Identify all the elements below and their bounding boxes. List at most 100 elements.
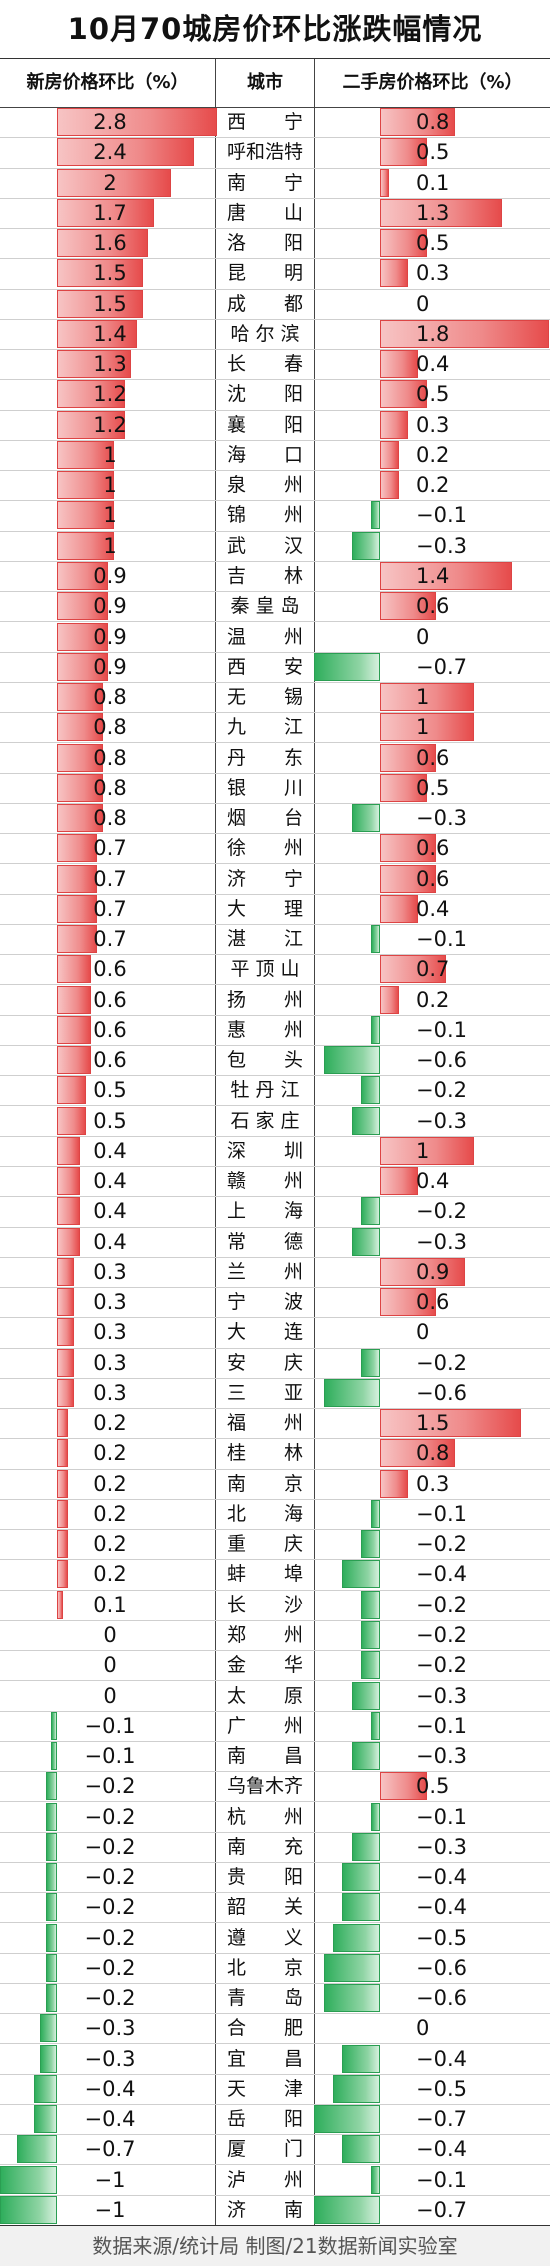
second-price-value: −0.3 [416,533,467,558]
new-price-value: 0.8 [93,806,127,831]
row-divider [0,772,550,774]
second-price-bar [380,1772,427,1801]
second-price-value: 0.2 [416,473,450,498]
new-price-bar [57,1318,75,1347]
second-price-value: −0.4 [416,2046,467,2071]
city-name: 北 海 [226,1502,303,1525]
city-name: 遵 义 [226,1926,303,1949]
new-price-value: 0.3 [93,1290,127,1315]
new-price-value: 1 [103,503,117,528]
city-name: 秦 皇 岛 [230,595,300,618]
city-name: 安 庆 [226,1351,303,1374]
second-price-bar [314,2105,380,2134]
second-price-bar [351,1681,380,1710]
second-price-bar [323,1046,380,1075]
second-price-value: −0.3 [416,1744,467,1768]
city-name: 泸 州 [226,2168,303,2191]
second-price-bar [370,501,380,530]
new-price-bar [51,1742,57,1770]
new-price-value: −0.2 [84,1774,136,1799]
row-divider [0,2134,550,2136]
new-price-value: −0.2 [84,1834,136,1859]
new-price-value: 0.6 [93,987,127,1012]
row-divider [0,439,550,441]
city-name: 泉 州 [226,474,303,497]
city-name: 上 海 [226,1200,303,1223]
header-divider [0,107,550,108]
second-price-value: −0.4 [416,1562,467,1587]
city-name: 牡 丹 江 [230,1079,300,1102]
second-price-bar [361,1590,380,1619]
new-price-value: 0.4 [93,1138,127,1163]
second-price-bar [380,773,427,802]
row-divider [0,1317,550,1319]
new-price-value: 1.5 [93,261,127,286]
second-price-bar [380,168,390,197]
city-name: 平 顶 山 [230,958,300,981]
row-divider [0,470,550,472]
new-price-bar [34,2105,57,2134]
city-name: 银 川 [226,776,303,799]
row-divider [0,349,550,351]
second-price-value: −0.6 [416,1986,467,2011]
city-name: 赣 州 [226,1170,303,1193]
row-divider [0,1105,550,1107]
city-name: 吉 林 [226,564,303,587]
second-price-bar [380,319,550,348]
row-divider [0,197,550,199]
row-divider [0,288,550,290]
new-price-value: 2.8 [93,110,127,135]
city-name: 桂 林 [226,1442,303,1465]
new-price-bar [45,1984,57,2013]
second-price-bar [323,1378,380,1407]
new-price-value: 0 [103,1622,117,1647]
new-price-value: 0.9 [93,654,127,679]
second-price-value: 0.5 [416,140,450,165]
second-price-bar [361,1197,380,1226]
new-price-bar [0,2195,57,2224]
second-price-bar [323,1984,380,2013]
row-divider [0,802,550,804]
row-divider [0,923,550,925]
second-price-value: 1.8 [416,321,450,346]
row-divider [0,2103,550,2105]
row-divider [0,1377,550,1379]
city-name: 常 德 [226,1230,303,1253]
city-name: 温 州 [226,625,303,648]
second-price-value: −0.2 [416,1592,467,1617]
row-divider [0,318,550,320]
row-divider [0,500,550,502]
city-name: 扬 州 [226,988,303,1011]
second-price-bar [380,561,512,590]
city-name: 大 连 [226,1321,303,1344]
city-name: 锦 州 [226,504,303,527]
city-name: 西 安 [226,655,303,678]
city-name: 合 肥 [226,2017,303,2040]
row-divider [0,167,550,169]
second-price-value: 0.3 [416,1471,450,1496]
new-price-bar [57,1439,69,1468]
city-name: 洛 阳 [226,232,303,255]
second-price-value: −0.3 [416,1108,467,1133]
second-price-value: −0.6 [416,1380,467,1405]
city-name: 长 春 [226,353,303,376]
new-price-value: 1 [103,533,117,558]
second-price-value: 1.4 [416,563,450,588]
new-price-value: 0.2 [93,1532,127,1557]
new-price-value: 0.5 [93,1108,127,1133]
new-price-bar [57,501,114,530]
city-name: 广 州 [226,1714,303,1737]
second-price-value: −0.7 [416,2107,467,2132]
city-name: 太 原 [226,1684,303,1707]
new-price-value: 0.9 [93,624,127,649]
new-price-bar [57,1530,69,1559]
chart-title: 10月70城房价环比涨跌幅情况 [67,12,483,46]
new-price-bar [57,198,154,227]
city-name: 南 京 [226,1472,303,1495]
new-price-bar [57,1590,63,1619]
second-price-bar [351,531,380,560]
new-price-bar [57,168,171,197]
new-price-bar [45,1802,57,1831]
new-price-bar [34,2074,57,2103]
second-price-value: 0.6 [416,594,450,619]
